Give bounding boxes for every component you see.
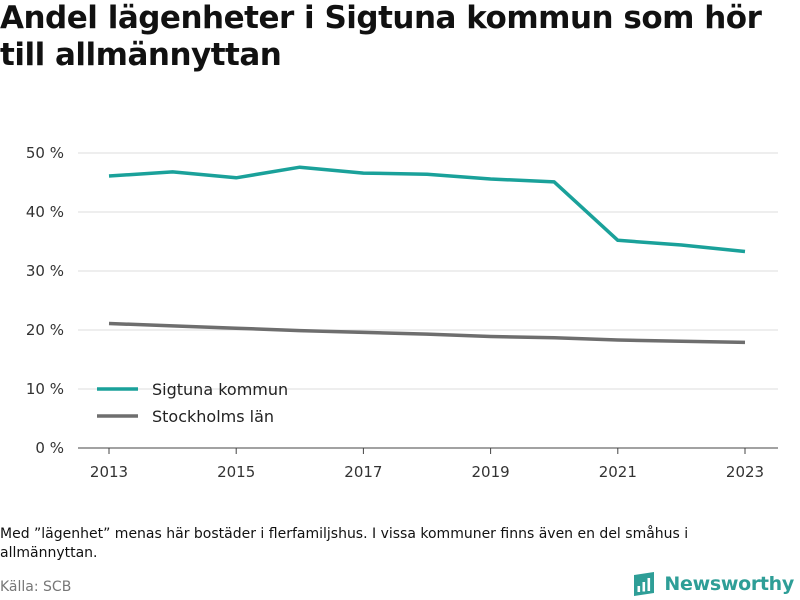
newsworthy-logo-icon [634,572,655,596]
x-tick-label: 2019 [472,463,510,481]
x-tick-label: 2017 [344,463,382,481]
chart-title: Andel lägenheter i Sigtuna kommun som hö… [0,0,762,73]
x-tick-label: 2015 [217,463,255,481]
newsworthy-brand[interactable]: Newsworthy [632,569,794,599]
series-line [108,165,746,254]
brand-name: Newsworthy [664,573,794,595]
legend-label: Sigtuna kommun [152,380,288,399]
line-chart: 0 % 10 % 20 % 30 % 40 % 50 % 2013 2015 2017 2019 2… [26,144,778,481]
x-tick-label: 2013 [90,463,128,481]
series-line [108,321,746,345]
y-tick-label: 40 % [26,203,64,221]
y-tick-label: 50 % [26,144,64,162]
x-tick-label: 2023 [726,463,764,481]
y-tick-label: 20 % [26,321,64,339]
chart-note: Med ”lägenhet” menas här bostäder i fler… [0,526,689,561]
x-tick-label: 2021 [599,463,637,481]
legend-label: Stockholms län [152,407,274,426]
y-tick-label: 30 % [26,262,64,280]
y-tick-label: 10 % [26,380,64,398]
source-text: Källa: SCB [0,579,72,595]
y-tick-label: 0 % [35,439,64,457]
